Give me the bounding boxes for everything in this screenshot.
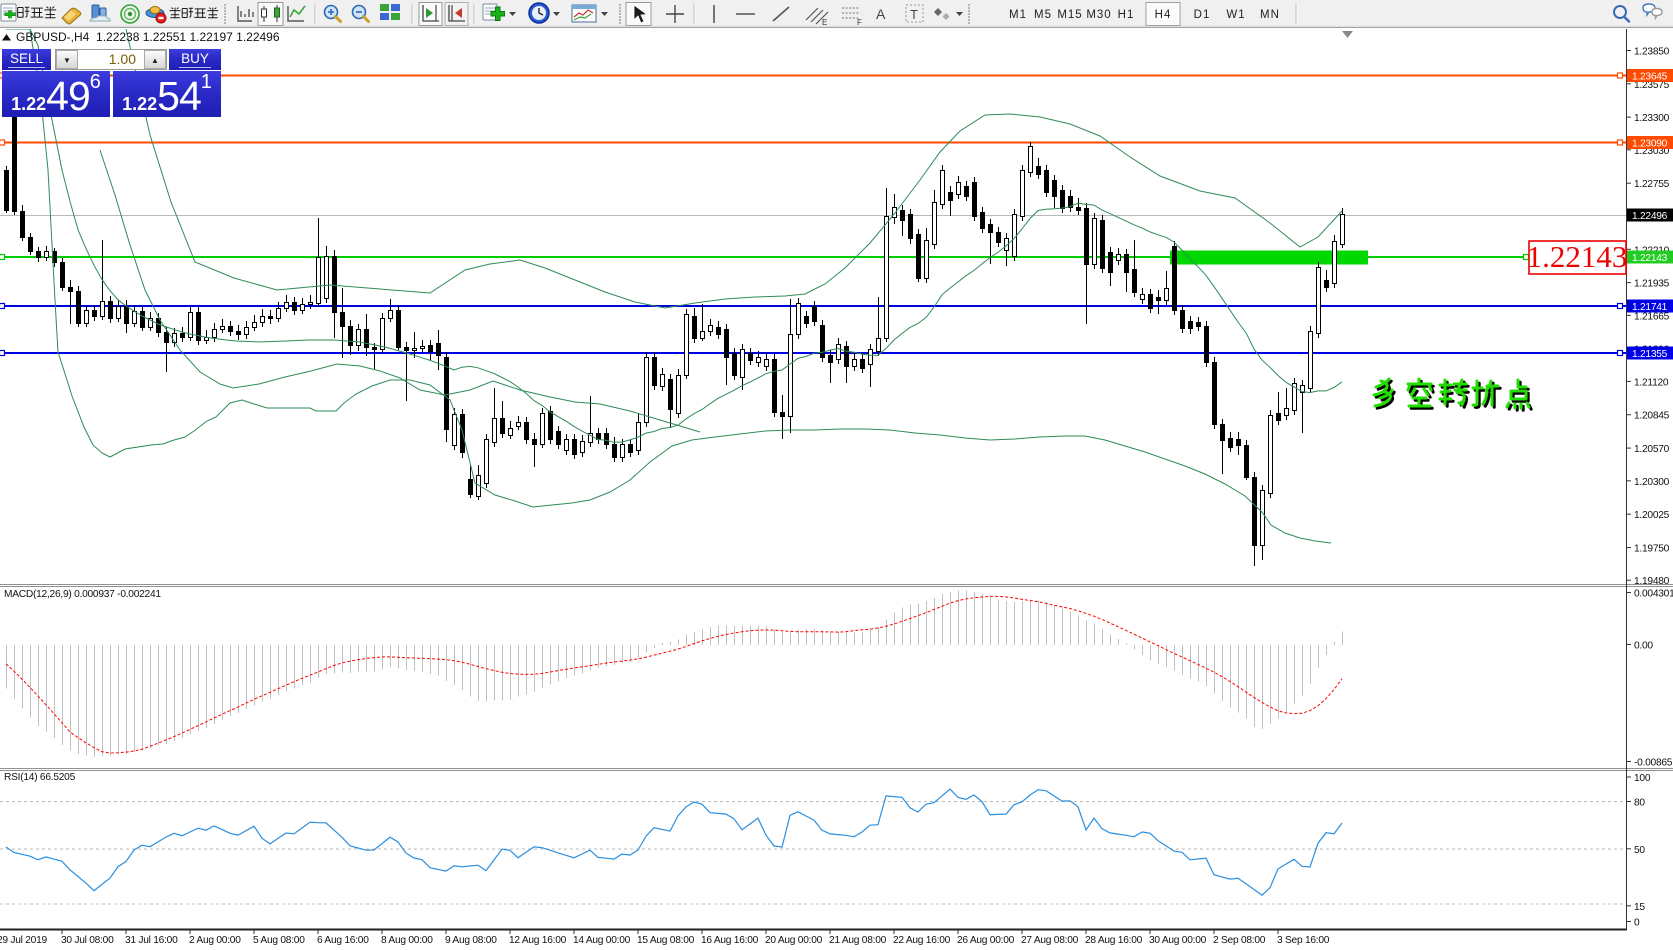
svg-text:MN: MN bbox=[1260, 9, 1280, 21]
svg-text:1.21120: 1.21120 bbox=[1634, 377, 1669, 388]
svg-text:1.23575: 1.23575 bbox=[1634, 80, 1670, 91]
svg-text:1.20025: 1.20025 bbox=[1634, 510, 1670, 521]
svg-text:30 Aug 00:00: 30 Aug 00:00 bbox=[1149, 935, 1207, 946]
svg-text:5 Aug 08:00: 5 Aug 08:00 bbox=[253, 935, 305, 946]
svg-text:26 Aug 00:00: 26 Aug 00:00 bbox=[957, 935, 1015, 946]
svg-text:15 Aug 08:00: 15 Aug 08:00 bbox=[637, 935, 695, 946]
svg-text:M5: M5 bbox=[1034, 9, 1052, 21]
svg-text:12 Aug 16:00: 12 Aug 16:00 bbox=[509, 935, 567, 946]
svg-text:1.19750: 1.19750 bbox=[1634, 543, 1670, 554]
svg-text:21 Aug 08:00: 21 Aug 08:00 bbox=[829, 935, 887, 946]
svg-text:1.21741: 1.21741 bbox=[1632, 302, 1668, 313]
svg-text:0.00: 0.00 bbox=[1634, 641, 1653, 652]
svg-text:9 Aug 08:00: 9 Aug 08:00 bbox=[445, 935, 497, 946]
svg-text:8 Aug 00:00: 8 Aug 00:00 bbox=[381, 935, 433, 946]
svg-text:H4: H4 bbox=[1155, 9, 1172, 21]
svg-text:M15: M15 bbox=[1057, 9, 1082, 21]
svg-text:1.22496: 1.22496 bbox=[1632, 211, 1668, 222]
svg-text:31 Jul 16:00: 31 Jul 16:00 bbox=[125, 935, 178, 946]
svg-text:GBPUSD-,H4 1.22238 1.22551 1.: GBPUSD-,H4 1.22238 1.22551 1.22197 1.224… bbox=[16, 30, 280, 44]
svg-text:H1: H1 bbox=[1118, 9, 1135, 21]
svg-text:28 Aug 16:00: 28 Aug 16:00 bbox=[1085, 935, 1143, 946]
svg-text:80: 80 bbox=[1634, 798, 1645, 809]
svg-text:20 Aug 00:00: 20 Aug 00:00 bbox=[765, 935, 823, 946]
svg-text:50: 50 bbox=[1634, 845, 1645, 856]
svg-text:14 Aug 00:00: 14 Aug 00:00 bbox=[573, 935, 631, 946]
svg-text:1.23300: 1.23300 bbox=[1634, 113, 1670, 124]
svg-text:W1: W1 bbox=[1226, 9, 1245, 21]
svg-text:1.21665: 1.21665 bbox=[1634, 311, 1670, 322]
svg-text:MACD(12,26,9) 0.000937 -0.0022: MACD(12,26,9) 0.000937 -0.002241 bbox=[4, 589, 161, 600]
svg-text:29 Jul 2019: 29 Jul 2019 bbox=[0, 935, 48, 946]
svg-text:0: 0 bbox=[1634, 918, 1640, 929]
svg-text:3 Sep 16:00: 3 Sep 16:00 bbox=[1277, 935, 1330, 946]
svg-text:M1: M1 bbox=[1009, 9, 1027, 21]
svg-text:1.22755: 1.22755 bbox=[1634, 179, 1670, 190]
svg-text:1.21935: 1.21935 bbox=[1634, 279, 1670, 290]
svg-text:A: A bbox=[876, 6, 886, 22]
svg-text:1.23030: 1.23030 bbox=[1634, 146, 1670, 157]
svg-text:1.22143: 1.22143 bbox=[1632, 253, 1668, 264]
svg-text:15: 15 bbox=[1634, 902, 1645, 913]
svg-text:2 Sep 08:00: 2 Sep 08:00 bbox=[1213, 935, 1266, 946]
svg-text:1.20570: 1.20570 bbox=[1634, 444, 1670, 455]
svg-text:E: E bbox=[822, 18, 827, 27]
svg-text:0.004301: 0.004301 bbox=[1634, 589, 1673, 600]
svg-text:22 Aug 16:00: 22 Aug 16:00 bbox=[893, 935, 951, 946]
svg-text:16 Aug 16:00: 16 Aug 16:00 bbox=[701, 935, 759, 946]
svg-text:F: F bbox=[857, 18, 862, 27]
svg-text:2 Aug 00:00: 2 Aug 00:00 bbox=[189, 935, 241, 946]
svg-text:27 Aug 08:00: 27 Aug 08:00 bbox=[1021, 935, 1079, 946]
svg-text:30 Jul 08:00: 30 Jul 08:00 bbox=[61, 935, 114, 946]
svg-text:1.23090: 1.23090 bbox=[1632, 139, 1668, 150]
svg-text:6 Aug 16:00: 6 Aug 16:00 bbox=[317, 935, 369, 946]
svg-text:1.23645: 1.23645 bbox=[1632, 72, 1668, 83]
svg-text:1.22143: 1.22143 bbox=[1527, 239, 1628, 274]
svg-text:1.21355: 1.21355 bbox=[1632, 349, 1668, 360]
svg-text:T: T bbox=[910, 7, 918, 22]
svg-text:M30: M30 bbox=[1086, 9, 1111, 21]
svg-text:100: 100 bbox=[1634, 773, 1651, 784]
svg-text:1.20845: 1.20845 bbox=[1634, 411, 1670, 422]
svg-text:1.23850: 1.23850 bbox=[1634, 46, 1670, 57]
svg-text:RSI(14) 66.5205: RSI(14) 66.5205 bbox=[4, 772, 76, 783]
svg-text:1.19480: 1.19480 bbox=[1634, 576, 1670, 587]
svg-text:1.20300: 1.20300 bbox=[1634, 477, 1670, 488]
svg-text:D1: D1 bbox=[1194, 9, 1211, 21]
